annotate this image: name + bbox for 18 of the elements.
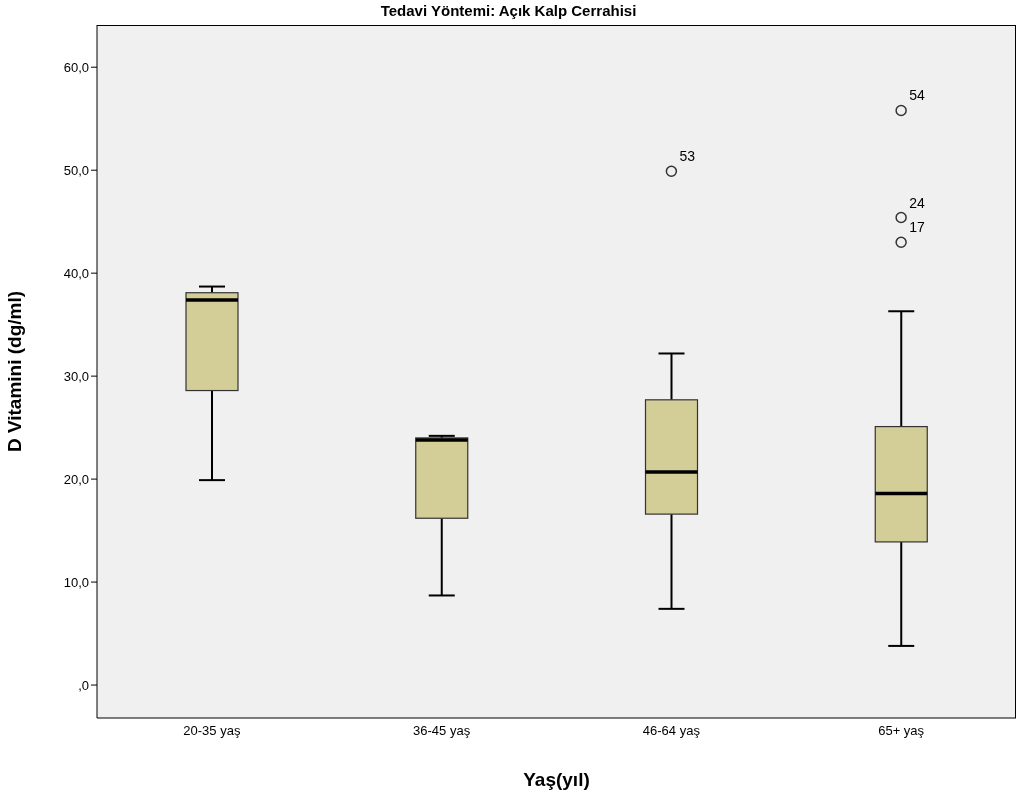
y-tick-label: 60,0 xyxy=(63,59,89,75)
y-tick-label: 40,0 xyxy=(63,265,89,281)
y-axis-title: D Vitamini (dg/ml) xyxy=(3,290,25,453)
chart-title: Tedavi Yöntemi: Açık Kalp Cerrahisi xyxy=(379,2,638,19)
y-tick-label: 30,0 xyxy=(63,368,89,384)
x-axis-title: Yaş(yıl) xyxy=(523,769,590,790)
y-tick-label: 10,0 xyxy=(63,574,89,590)
annotation: 53 xyxy=(679,148,696,165)
x-tick-label: 36-45 yaş xyxy=(413,723,471,739)
y-tick-label: ,0 xyxy=(78,677,89,693)
x-tick-label: 46-64 yaş xyxy=(642,723,701,739)
x-tick-label: 20-35 yaş xyxy=(183,723,241,739)
y-tick-label: 50,0 xyxy=(63,162,89,178)
annotation: 17 xyxy=(909,219,925,236)
x-tick-label: 65+ yaş xyxy=(878,723,925,739)
annotation: 24 xyxy=(909,194,925,211)
y-tick-label: 20,0 xyxy=(63,471,89,487)
annotation: 54 xyxy=(909,87,925,104)
